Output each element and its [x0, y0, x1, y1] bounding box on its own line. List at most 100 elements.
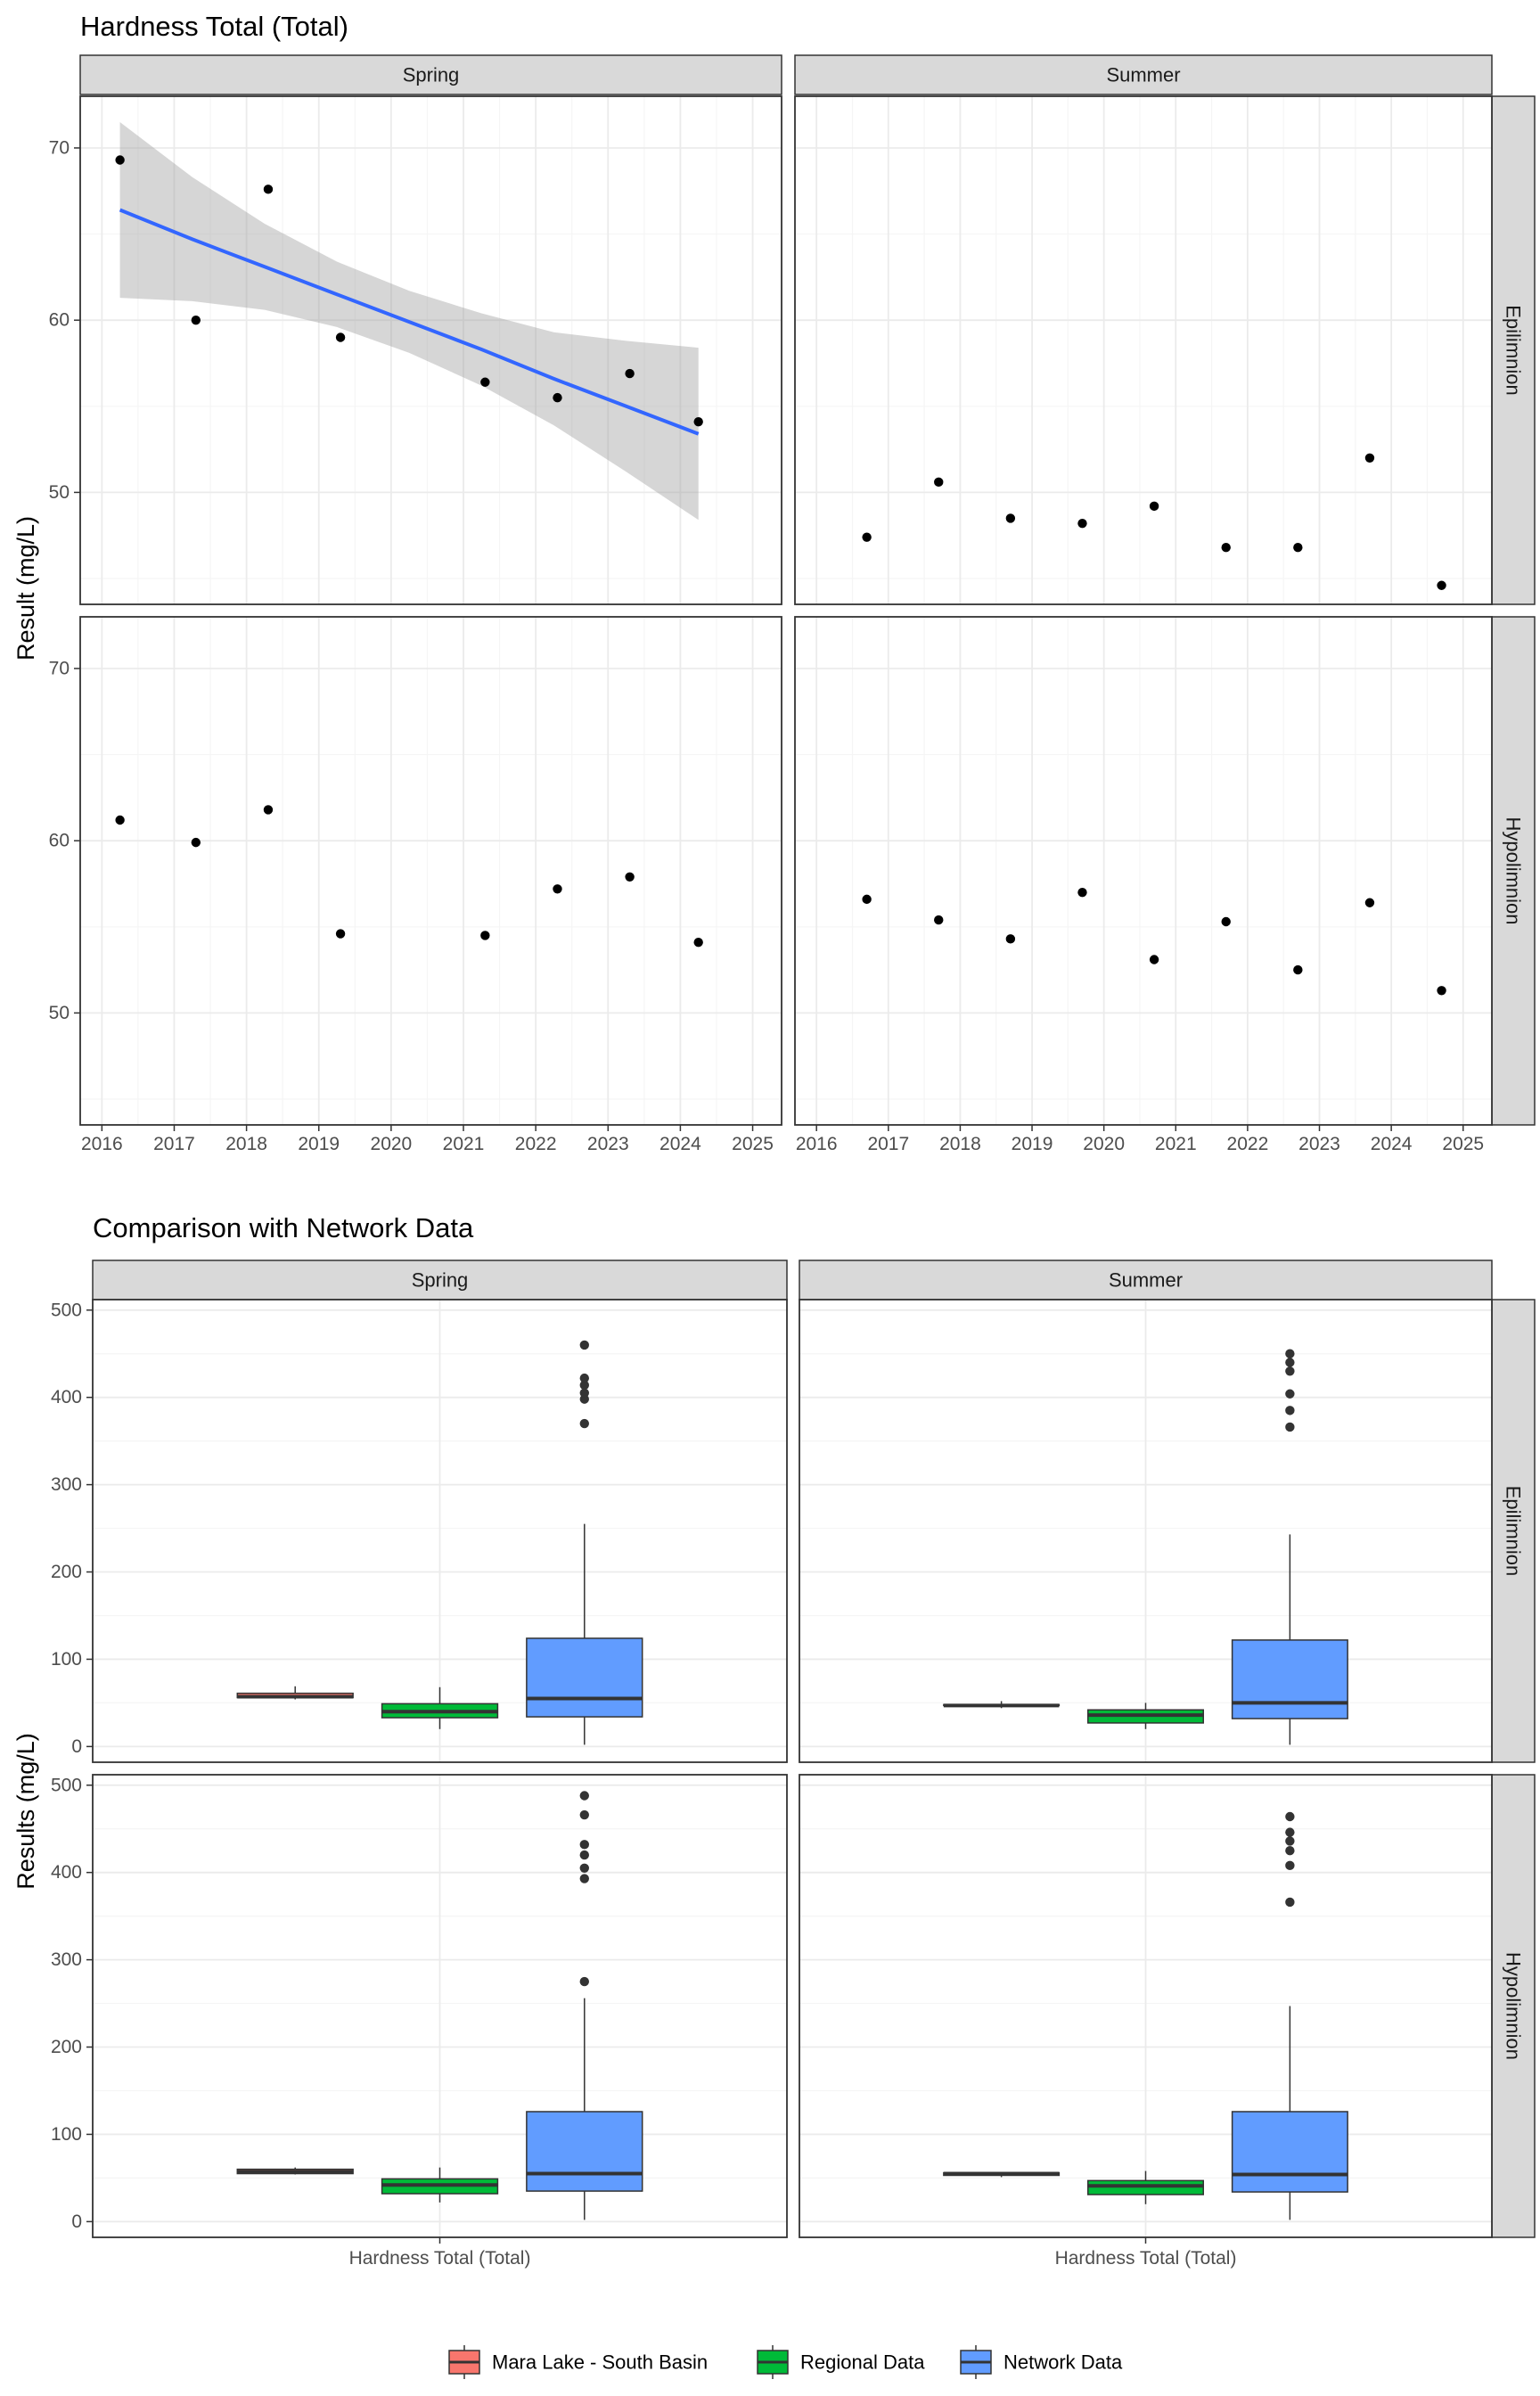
trend-row-strip-epilimnion-bg	[1491, 95, 1536, 605]
box-col-strip-spring-label: Spring	[412, 1269, 469, 1292]
trend-panel-summer-epilimnion	[794, 95, 1493, 605]
comparison-chart: Comparison with Network Data Results (mg…	[12, 1212, 1536, 2379]
data-point	[480, 931, 490, 940]
box-mara-lake-south-basin	[943, 1701, 1061, 1709]
trend-col-strip-summer-label: Summer	[1106, 64, 1180, 86]
box-body	[526, 1637, 643, 1718]
data-point	[480, 377, 490, 387]
box-body	[1231, 2111, 1348, 2193]
y-tick-label: 500	[51, 1775, 82, 1795]
legend-label: Network Data	[1003, 2351, 1123, 2374]
x-tick-label: 2022	[515, 1134, 557, 1154]
box-body	[526, 2111, 643, 2192]
legend-item-mara-lake-south-basin: Mara Lake - South Basin	[448, 2345, 708, 2379]
y-tick-label: 70	[49, 137, 70, 158]
trend-panel-spring-hypolimnion-background	[80, 617, 782, 1125]
x-tick-label: 2023	[1298, 1134, 1340, 1154]
data-point	[1221, 543, 1231, 553]
outlier-point	[579, 1850, 589, 1860]
y-tick-label: 60	[49, 831, 70, 851]
box-panel-summer-epilimnion	[799, 1299, 1493, 1763]
x-tick-label: 2024	[1371, 1134, 1413, 1154]
box-mara-lake-south-basin	[236, 1686, 354, 1700]
outlier-point	[1285, 1827, 1295, 1837]
outlier-point	[579, 1380, 589, 1391]
data-point	[934, 477, 944, 488]
legend-label: Regional Data	[800, 2351, 925, 2374]
outlier-point	[1285, 1422, 1295, 1432]
trend-panel-spring-epilimnion-background	[80, 96, 782, 604]
outlier-point	[1285, 1389, 1295, 1399]
outlier-point	[579, 1809, 589, 1820]
data-point	[1437, 986, 1446, 996]
trend-col-strip-summer-bg	[794, 54, 1493, 95]
data-point	[335, 929, 346, 939]
x-tick-label: 2020	[371, 1134, 413, 1154]
trend-chart: Hardness Total (Total) Result (mg/L) Spr…	[12, 11, 1536, 1154]
data-point	[115, 815, 125, 825]
box-regional-data	[381, 2167, 499, 2203]
y-tick-label: 200	[51, 1562, 82, 1582]
trend-panel-spring-epilimnion	[79, 95, 782, 605]
outlier-point	[1285, 1811, 1295, 1822]
box-panel-summer-epilimnion-border	[799, 1299, 1493, 1763]
trend-col-strip-spring-bg	[79, 54, 782, 95]
y-tick-label: 400	[51, 1862, 82, 1883]
data-point	[1293, 543, 1303, 553]
x-tick-label: Hardness Total (Total)	[1055, 2248, 1237, 2269]
x-tick-label: 2018	[225, 1134, 267, 1154]
trend-row-strip-hypolimnion-label: Hypolimnion	[1503, 816, 1525, 924]
y-tick-label: 100	[51, 2124, 82, 2145]
data-point	[1293, 964, 1303, 975]
legend-item-regional-data: Regional Data	[757, 2345, 925, 2379]
outlier-point	[1285, 1366, 1295, 1376]
data-point	[693, 416, 703, 427]
trend-chart-y-label: Result (mg/L)	[12, 516, 39, 661]
trend-panel-summer-hypolimnion-background	[795, 617, 1492, 1125]
box-col-strip-summer-label: Summer	[1109, 1269, 1183, 1292]
legend-label: Mara Lake - South Basin	[492, 2351, 708, 2374]
box-mara-lake-south-basin	[236, 2167, 354, 2175]
legend-item-network-data: Network Data	[960, 2345, 1123, 2379]
y-tick-label: 200	[51, 2037, 82, 2057]
data-point	[934, 915, 944, 925]
outlier-point	[579, 1863, 589, 1873]
trend-panel-spring-hypolimnion	[79, 616, 782, 1126]
data-point	[1364, 453, 1375, 463]
outlier-point	[579, 1373, 589, 1383]
trend-row-strip-epilimnion-label: Epilimnion	[1503, 305, 1525, 396]
outlier-point	[579, 1418, 589, 1429]
outlier-point	[579, 1976, 589, 1987]
x-tick-label: 2018	[939, 1134, 981, 1154]
box-body	[1231, 1639, 1348, 1719]
box-panel-summer-hypolimnion	[799, 1774, 1493, 2238]
outlier-point	[1285, 1349, 1295, 1358]
data-point	[553, 392, 562, 403]
box-network-data	[526, 1340, 643, 1745]
box-regional-data	[1087, 2170, 1204, 2204]
data-point	[625, 368, 635, 379]
y-tick-label: 60	[49, 310, 70, 331]
trend-panel-summer-hypolimnion	[794, 616, 1493, 1126]
comparison-chart-y-label: Results (mg/L)	[12, 1733, 39, 1890]
data-point	[1005, 513, 1016, 523]
data-point	[693, 937, 703, 948]
trend-panel-spring-epilimnion-border	[79, 95, 782, 605]
x-tick-label: 2016	[81, 1134, 123, 1154]
trend-panel-summer-hypolimnion-border	[794, 616, 1493, 1126]
box-panel-spring-hypolimnion	[92, 1774, 788, 2238]
x-tick-label: 2021	[443, 1134, 485, 1154]
outlier-point	[579, 1388, 589, 1398]
y-tick-label: 70	[49, 658, 70, 678]
data-point	[263, 805, 274, 815]
trend-row-strip-hypolimnion-bg	[1491, 616, 1536, 1126]
data-point	[191, 837, 201, 848]
data-point	[1077, 518, 1087, 529]
box-network-data	[1231, 1811, 1348, 2220]
comparison-chart-title: Comparison with Network Data	[93, 1212, 474, 1243]
data-point	[1437, 580, 1446, 590]
data-point	[1149, 955, 1159, 964]
y-tick-label: 0	[71, 1736, 82, 1757]
outlier-point	[579, 1874, 589, 1883]
box-panel-spring-epilimnion	[92, 1299, 788, 1763]
